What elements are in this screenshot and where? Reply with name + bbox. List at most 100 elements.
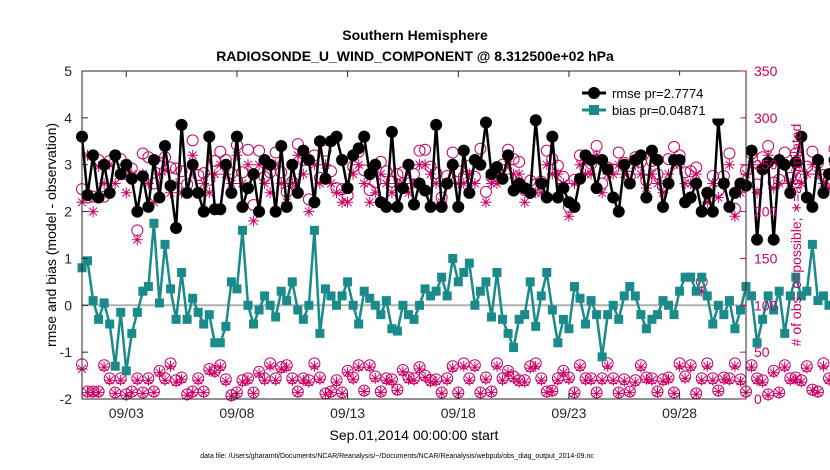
rmse-point <box>657 200 669 213</box>
obs-assimilated-point <box>286 178 298 189</box>
obs-assimilated-low-point <box>773 387 785 399</box>
obs-assimilated-point <box>369 187 381 199</box>
x-tick-label: 09/28 <box>662 405 697 421</box>
obs-assimilated-low-point <box>469 361 481 373</box>
legend-rmse-label: rmse pr=2.7774 <box>612 86 703 101</box>
bias-point <box>221 321 231 331</box>
obs-assimilated-point <box>502 159 514 171</box>
bias-point <box>658 296 668 306</box>
y-left-tick-label: 4 <box>64 110 72 126</box>
obs-assimilated-point <box>430 178 442 189</box>
bias-point <box>824 300 830 310</box>
obs-possible-point <box>474 142 487 155</box>
obs-assimilated-point <box>463 168 475 180</box>
bias-point <box>625 282 635 292</box>
obs-assimilated-point <box>187 149 199 161</box>
rmse-point <box>264 158 277 171</box>
bias-point <box>304 300 314 310</box>
bias-point <box>470 300 480 310</box>
obs-assimilated-low-point <box>762 389 774 401</box>
bias-point <box>569 282 579 292</box>
obs-assimilated-point <box>585 168 597 180</box>
y-left-tick-label: -1 <box>60 344 73 360</box>
obs-assimilated-point <box>242 159 254 171</box>
obs-assimilated-point <box>541 159 553 171</box>
bias-point <box>558 314 568 324</box>
obs-assimilated-low-point <box>640 373 652 385</box>
obs-assimilated-low-point <box>463 374 475 386</box>
obs-assimilated-low-point <box>696 374 708 386</box>
obs-assimilated-low-point <box>142 374 154 386</box>
rmse-point <box>524 186 537 199</box>
rmse-point <box>800 191 813 204</box>
rmse-series-group <box>76 114 830 246</box>
obs-assimilated-point <box>314 178 326 189</box>
rmse-point <box>330 130 343 143</box>
obs-assimilated-low-point <box>707 374 719 386</box>
obs-assimilated-point <box>574 159 586 171</box>
rmse-point <box>242 182 254 195</box>
bias-point <box>525 277 535 287</box>
bias-point <box>138 286 148 296</box>
obs-assimilated-low-point <box>613 387 625 399</box>
obs-assimilated-low-point <box>430 375 442 387</box>
rmse-point <box>491 161 503 174</box>
rmse-point <box>751 233 764 246</box>
rmse-point <box>385 125 398 138</box>
rmse-point <box>131 205 144 218</box>
obs-assimilated-low-point <box>790 373 802 385</box>
obs-assimilated-low-point <box>646 374 658 386</box>
obs-assimilated-low-point <box>596 374 608 386</box>
obs-possible-point <box>242 143 254 156</box>
rmse-point <box>181 186 194 199</box>
obs-assimilated-point <box>663 168 674 180</box>
obs-assimilated-low-point <box>364 361 376 373</box>
obs-assimilated-low-point <box>369 372 381 384</box>
obs-assimilated-low-point <box>303 376 315 388</box>
rmse-point <box>502 149 515 162</box>
obs-assimilated-point <box>154 168 165 180</box>
y-left-axis-label: rmse and bias (model - observation) <box>43 123 59 347</box>
obs-assimilated-low-point <box>668 387 680 399</box>
obs-assimilated-low-point <box>331 376 342 388</box>
obs-assimilated-low-point <box>524 362 536 374</box>
bias-point <box>232 284 242 294</box>
y-left-tick-label: 0 <box>64 297 72 313</box>
bias-point <box>182 314 192 324</box>
y-right-tick-label: 0 <box>754 391 762 407</box>
obs-assimilated-low-point <box>403 373 414 385</box>
bias-point <box>586 296 596 306</box>
rmse-point <box>103 186 116 199</box>
obs-assimilated-low-point <box>253 368 265 380</box>
bias-point <box>149 218 159 228</box>
x-tick-label: 09/03 <box>109 405 144 421</box>
bias-point <box>641 324 651 334</box>
obs-assimilated-point <box>148 196 160 208</box>
rmse-point <box>811 154 824 167</box>
rmse-point <box>596 154 609 167</box>
legend-bias-marker <box>589 105 599 115</box>
bias-series-line <box>81 223 830 372</box>
bias-point <box>592 310 602 320</box>
obs-possible-point <box>668 140 681 153</box>
obs-assimilated-point <box>552 168 564 180</box>
obs-assimilated-point <box>806 159 818 171</box>
bias-point <box>802 286 812 296</box>
rmse-point <box>269 205 282 218</box>
obs-assimilated-low-point <box>281 361 293 373</box>
bias-point <box>619 291 629 301</box>
obs-assimilated-low-point <box>474 387 486 399</box>
rmse-point <box>529 114 542 127</box>
rmse-point <box>789 156 802 169</box>
obs-assimilated-low-point <box>486 386 497 398</box>
rmse-point <box>452 200 465 213</box>
rmse-point <box>479 116 492 129</box>
obs-possible-point <box>253 144 266 157</box>
obs-assimilated-low-point <box>187 386 199 398</box>
rmse-point <box>125 172 138 185</box>
footer-file-path: data file: /Users/gharamti/Documents/NCA… <box>200 453 594 460</box>
bias-point <box>553 338 563 348</box>
obs-assimilated-point <box>87 206 99 218</box>
obs-assimilated-point <box>784 178 796 189</box>
obs-assimilated-low-point <box>176 373 188 385</box>
